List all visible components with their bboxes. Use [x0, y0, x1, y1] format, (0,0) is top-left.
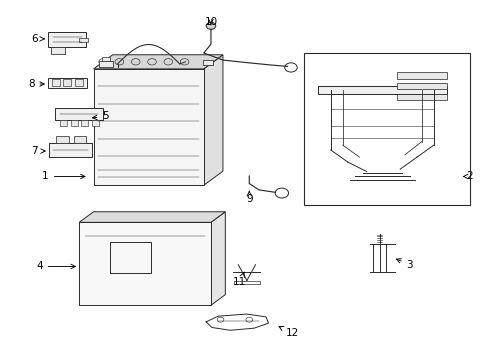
Bar [55, 108, 103, 120]
Text: 2: 2 [463, 171, 472, 181]
Bar [317, 86, 446, 94]
Bar [74, 136, 86, 143]
Polygon shape [79, 212, 225, 222]
Polygon shape [203, 55, 223, 185]
Bar [52, 80, 60, 86]
Bar [81, 120, 88, 126]
Bar [56, 136, 68, 143]
Bar [48, 32, 86, 48]
Text: 6: 6 [31, 34, 44, 44]
Polygon shape [93, 69, 203, 185]
Bar [304, 53, 469, 205]
Text: 8: 8 [28, 79, 44, 89]
Text: 10: 10 [204, 17, 217, 27]
Text: 1: 1 [42, 171, 85, 181]
Bar [79, 38, 88, 42]
Circle shape [206, 22, 215, 30]
Bar [75, 80, 82, 86]
Bar [63, 80, 71, 86]
Text: 4: 4 [36, 261, 75, 271]
Polygon shape [79, 222, 210, 305]
Text: 9: 9 [245, 192, 252, 204]
Bar [234, 280, 260, 284]
Polygon shape [210, 212, 225, 305]
Bar [51, 48, 65, 54]
Bar [110, 242, 151, 274]
Bar [70, 120, 78, 126]
Text: 11: 11 [233, 272, 246, 287]
Polygon shape [93, 55, 223, 69]
Bar [396, 94, 446, 100]
Bar [396, 72, 446, 79]
Bar [102, 57, 110, 62]
Bar [60, 120, 67, 126]
Bar [203, 60, 212, 65]
Bar [99, 61, 112, 67]
Text: 5: 5 [92, 112, 109, 121]
Text: 7: 7 [31, 146, 45, 156]
Bar [91, 120, 99, 126]
Text: 12: 12 [279, 327, 299, 338]
Bar [49, 143, 92, 157]
Text: 3: 3 [396, 259, 412, 270]
Bar [48, 78, 87, 88]
Bar [396, 83, 446, 89]
